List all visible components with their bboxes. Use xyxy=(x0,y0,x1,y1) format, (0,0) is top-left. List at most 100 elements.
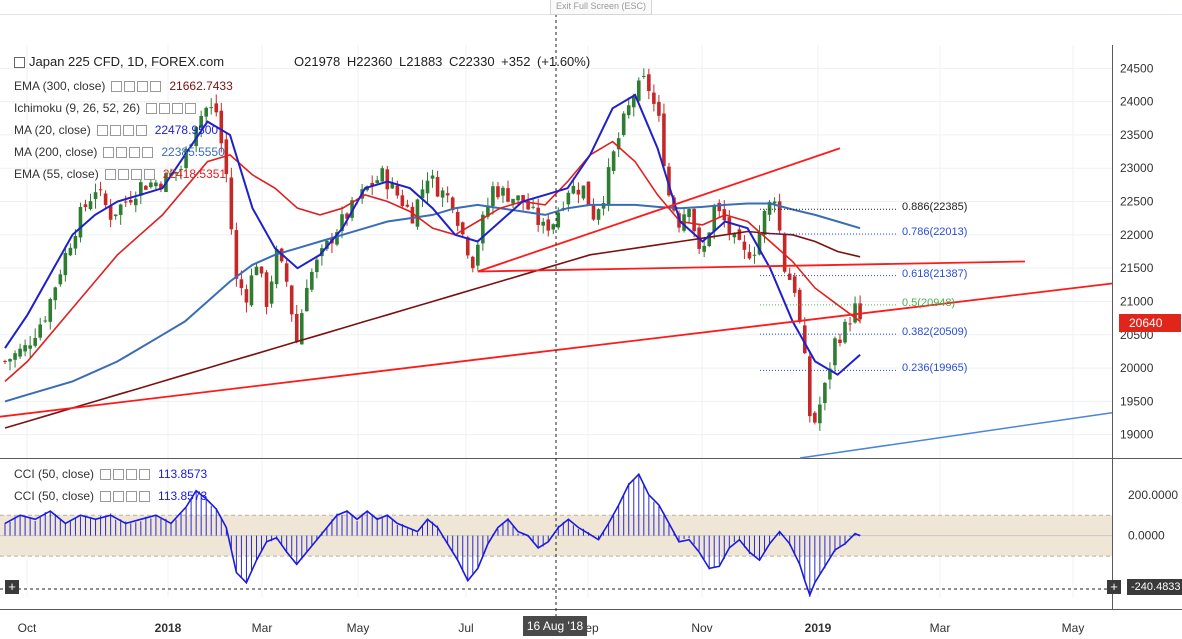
add-icon[interactable] xyxy=(126,491,138,503)
candle-body xyxy=(375,180,380,183)
time-tick-label: Jul xyxy=(458,621,473,635)
add-right-icon[interactable]: + xyxy=(1107,580,1121,594)
close-icon[interactable] xyxy=(142,147,154,159)
candle-body xyxy=(702,245,706,252)
candle-body xyxy=(234,230,239,279)
indicator-row[interactable]: EMA (55, close) 22418.5351 xyxy=(14,167,226,181)
symbol-legend: Japan 225 CFD, 1D, FOREX.com xyxy=(14,54,224,69)
candle-body xyxy=(606,167,611,205)
last-price-tag: 20640 xyxy=(1119,314,1181,332)
candle-body xyxy=(174,171,178,174)
candle-body xyxy=(858,303,862,320)
indicator-row[interactable]: Ichimoku (9, 26, 52, 26) xyxy=(14,101,204,115)
candle-body xyxy=(395,185,400,196)
settings-icon[interactable] xyxy=(159,103,171,115)
settings-icon[interactable] xyxy=(113,491,125,503)
candle-body xyxy=(616,138,621,150)
candle-body xyxy=(727,217,732,234)
candle-body xyxy=(93,192,98,200)
candle-body xyxy=(380,168,385,182)
candle-body xyxy=(28,345,32,349)
eye-icon[interactable] xyxy=(103,147,115,159)
price-tick-label: 21500 xyxy=(1120,261,1154,275)
add-icon[interactable] xyxy=(126,469,138,481)
candle-body xyxy=(767,201,772,215)
candle-body xyxy=(687,208,691,218)
candle-body xyxy=(83,204,88,208)
eye-icon[interactable] xyxy=(146,103,158,115)
candle-body xyxy=(591,204,596,220)
candle-body xyxy=(435,177,440,197)
candle-body xyxy=(742,241,747,250)
time-tick-label: 2018 xyxy=(155,621,182,635)
close-icon[interactable] xyxy=(185,103,197,115)
time-tick-label: Mar xyxy=(930,621,951,635)
candle-body xyxy=(430,175,435,179)
time-tick-label: Mar xyxy=(252,621,273,635)
candle-body xyxy=(491,186,495,207)
add-icon[interactable] xyxy=(130,169,142,181)
indicator-label: EMA (55, close) xyxy=(14,167,99,181)
cci-indicator-row[interactable]: CCI (50, close) 113.8573 xyxy=(14,489,207,503)
cci-indicator-row[interactable]: CCI (50, close) 113.8573 xyxy=(14,467,207,481)
close-icon[interactable] xyxy=(143,169,155,181)
eye-icon[interactable] xyxy=(100,491,112,503)
candle-body xyxy=(808,356,812,417)
indicator-row[interactable]: MA (200, close) 22385.5550 xyxy=(14,145,225,159)
price-tick-label: 19500 xyxy=(1120,394,1154,408)
eye-icon[interactable] xyxy=(104,169,116,181)
indicator-controls xyxy=(100,467,152,481)
candle-body xyxy=(732,233,737,238)
settings-icon[interactable] xyxy=(109,125,121,137)
ohlc-readout: O21978 H22360 L21883 C22330 +352 (+1.60%… xyxy=(294,54,591,69)
indicator-row[interactable]: EMA (300, close) 21662.7433 xyxy=(14,79,233,93)
eye-icon[interactable] xyxy=(100,469,112,481)
cci-indicator-value: 113.8573 xyxy=(158,467,208,481)
settings-icon[interactable] xyxy=(124,81,136,93)
candle-body xyxy=(662,113,666,167)
indicator-controls xyxy=(96,123,149,137)
add-icon[interactable] xyxy=(129,147,141,159)
indicator-row[interactable]: MA (20, close) 22478.9500 xyxy=(14,123,218,137)
candle-body xyxy=(425,180,430,194)
series-line-0 xyxy=(4,230,861,429)
collapse-icon[interactable] xyxy=(14,57,25,69)
candle-body xyxy=(274,249,279,285)
candle-body xyxy=(325,240,329,249)
eye-icon[interactable] xyxy=(111,81,123,93)
candle-body xyxy=(561,207,566,209)
add-icon[interactable] xyxy=(172,103,184,115)
candle-body xyxy=(229,177,234,230)
eye-icon[interactable] xyxy=(96,125,108,137)
time-tick-label: Nov xyxy=(691,621,712,635)
candle-body xyxy=(481,214,485,244)
candle-body xyxy=(13,353,17,360)
candle-body xyxy=(712,205,717,232)
settings-icon[interactable] xyxy=(113,469,125,481)
add-left-icon[interactable]: + xyxy=(5,580,19,594)
price-tick-label: 19000 xyxy=(1120,428,1154,442)
settings-icon[interactable] xyxy=(116,147,128,159)
add-icon[interactable] xyxy=(122,125,134,137)
close-icon[interactable] xyxy=(150,81,162,93)
candle-body xyxy=(128,199,133,203)
series-line-2 xyxy=(4,140,861,382)
candle-body xyxy=(154,182,158,187)
settings-icon[interactable] xyxy=(117,169,129,181)
close-icon[interactable] xyxy=(139,491,151,503)
candle-body xyxy=(657,101,661,116)
candle-body xyxy=(450,197,455,210)
candle-body xyxy=(737,229,742,240)
exit-fullscreen-button[interactable]: Exit Full Screen (ESC) xyxy=(550,0,652,15)
candle-body xyxy=(214,103,219,113)
candle-body xyxy=(88,201,93,210)
candle-body xyxy=(772,201,777,204)
close-icon[interactable] xyxy=(139,469,151,481)
add-icon[interactable] xyxy=(137,81,149,93)
candle-body xyxy=(647,74,651,91)
candle-body xyxy=(546,219,551,231)
candle-body xyxy=(501,187,505,196)
close-icon[interactable] xyxy=(135,125,147,137)
candle-body xyxy=(626,105,631,116)
fib-label: 0.5(20948) xyxy=(902,296,956,309)
